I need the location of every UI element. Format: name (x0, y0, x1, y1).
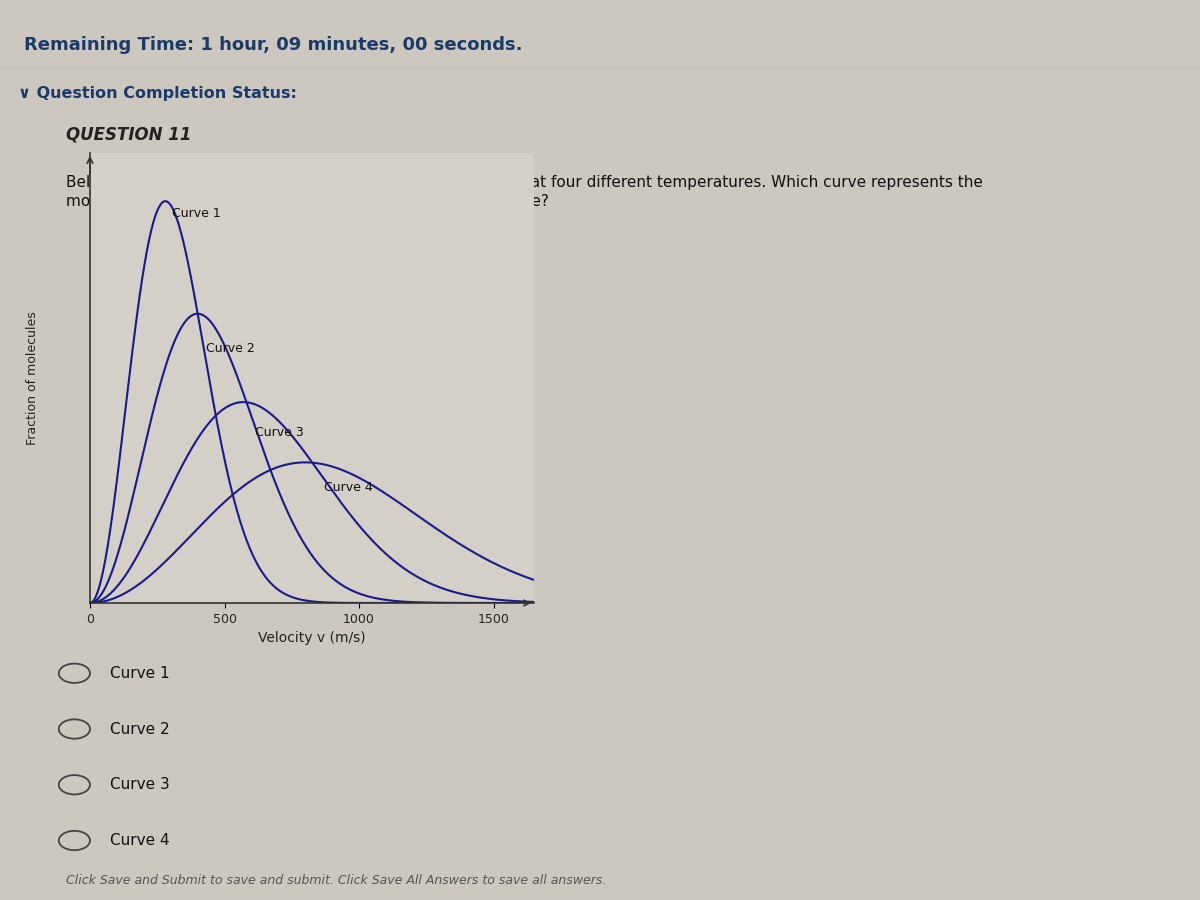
Text: Click Save and Submit to save and submit. Click Save All Answers to save all ans: Click Save and Submit to save and submit… (66, 874, 606, 886)
Text: QUESTION 11: QUESTION 11 (66, 125, 192, 143)
Text: Curve 4: Curve 4 (110, 833, 170, 848)
X-axis label: Velocity v (m/s): Velocity v (m/s) (258, 631, 366, 645)
Text: Fraction of molecules: Fraction of molecules (25, 311, 38, 445)
Text: Curve 4: Curve 4 (324, 482, 373, 494)
Text: Curve 1: Curve 1 (172, 207, 221, 220)
Text: Curve 1: Curve 1 (110, 666, 170, 680)
Text: Curve 3: Curve 3 (256, 426, 305, 438)
Text: Remaining Time: 1 hour, 09 minutes, 00 seconds.: Remaining Time: 1 hour, 09 minutes, 00 s… (24, 36, 522, 54)
Text: Curve 2: Curve 2 (205, 342, 254, 355)
Text: ∨ Question Completion Status:: ∨ Question Completion Status: (18, 86, 296, 101)
Text: Curve 3: Curve 3 (110, 778, 170, 792)
Text: Below is a plot of the molecular speed distribution of N₂ gas at four different : Below is a plot of the molecular speed d… (66, 176, 983, 190)
Text: molecular speed distribution of N₂ at the highest temperature?: molecular speed distribution of N₂ at th… (66, 194, 548, 209)
Text: Curve 2: Curve 2 (110, 722, 170, 736)
